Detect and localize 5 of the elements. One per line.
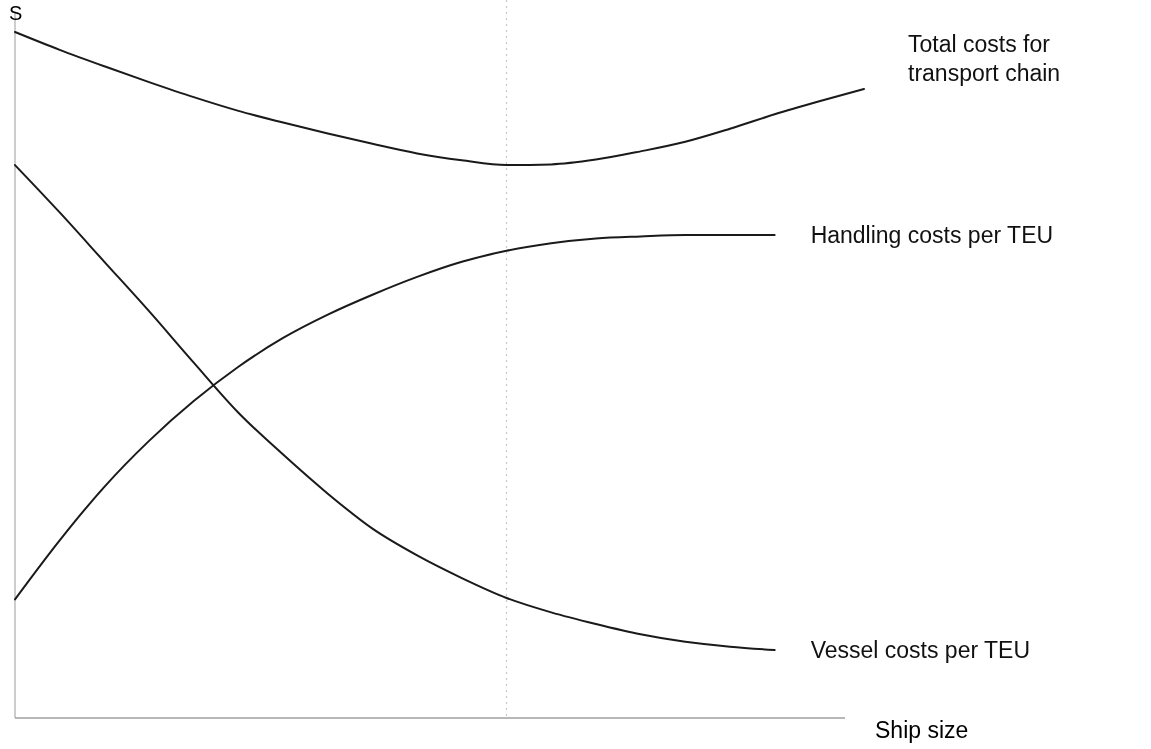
y-axis-title: S (9, 2, 23, 24)
series-label: Vessel costs per TEU (810, 637, 1031, 664)
series-label: Total costs for transport chain (908, 30, 1061, 86)
series-label: Handling costs per TEU (810, 222, 1054, 249)
x-axis-title: Ship size (875, 717, 969, 743)
